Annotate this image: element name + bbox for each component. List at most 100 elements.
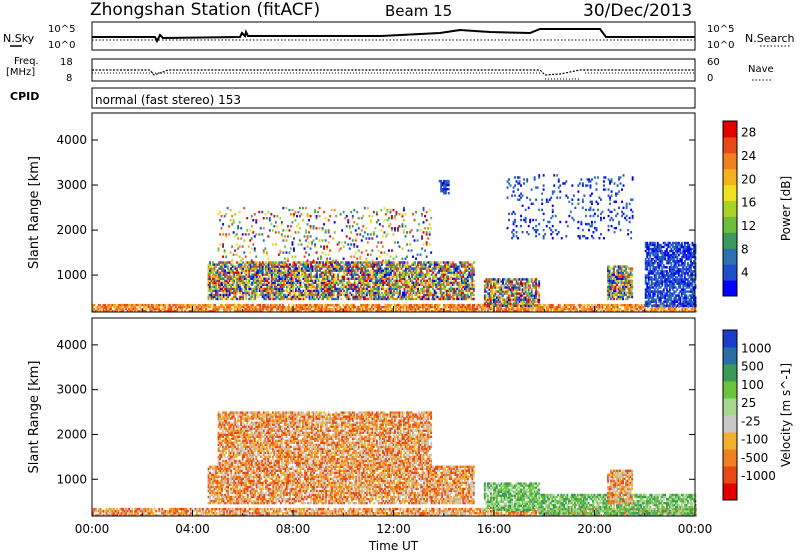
echo-cell xyxy=(176,310,179,313)
echo-cell xyxy=(346,303,349,307)
echo-cell xyxy=(227,297,230,301)
echo-cell xyxy=(416,307,418,311)
echo-cell xyxy=(523,307,525,311)
echo-cell xyxy=(207,271,210,274)
echo-cell xyxy=(266,303,269,307)
echo-cell xyxy=(670,307,673,311)
echo-cell xyxy=(221,279,223,282)
echo-cell xyxy=(203,305,206,309)
echo-cell xyxy=(412,213,414,216)
echo-cell xyxy=(255,291,258,295)
echo-cell xyxy=(403,206,405,210)
echo-cell xyxy=(294,210,297,214)
echo-cell xyxy=(256,307,259,311)
echo-cell xyxy=(222,243,224,246)
echo-cell xyxy=(225,295,228,299)
echo-cell xyxy=(554,307,557,311)
echo-cell xyxy=(530,307,533,311)
echo-cell xyxy=(527,305,530,309)
echo-cell xyxy=(228,275,231,278)
echo-cell xyxy=(228,289,231,293)
echo-cell xyxy=(530,288,533,291)
echo-cell xyxy=(265,253,268,256)
echo-cell xyxy=(375,305,378,309)
echo-cell xyxy=(337,303,340,307)
echo-cell xyxy=(342,245,345,248)
echo-cell xyxy=(595,182,598,185)
echo-cell xyxy=(480,310,483,313)
echo-cell xyxy=(247,233,250,236)
echo-cell xyxy=(428,208,431,212)
echo-cell xyxy=(212,275,214,278)
echo-cell xyxy=(230,303,233,307)
echo-cell xyxy=(550,305,553,309)
echo-cell xyxy=(328,303,331,307)
echo-cell xyxy=(601,307,604,311)
echo-cell xyxy=(508,212,510,216)
echo-cell xyxy=(233,289,236,293)
echo-cell xyxy=(182,303,185,307)
echo-cell xyxy=(375,257,378,260)
echo-cell xyxy=(116,307,118,311)
echo-cell xyxy=(279,291,282,295)
echo-cell xyxy=(329,257,332,260)
echo-cell xyxy=(559,196,562,199)
echo-cell xyxy=(571,303,574,307)
echo-cell xyxy=(245,293,248,297)
echo-cell xyxy=(231,291,234,295)
echo-cell xyxy=(209,287,211,291)
echo-cell xyxy=(548,305,551,309)
echo-cell xyxy=(621,303,623,307)
echo-cell xyxy=(581,305,584,309)
echo-cell xyxy=(225,279,228,282)
echo-cell xyxy=(660,307,663,311)
echo-cell xyxy=(246,271,249,274)
echo-cell xyxy=(282,229,285,232)
echo-cell xyxy=(577,190,580,193)
echo-cell xyxy=(336,305,339,309)
echo-cell xyxy=(351,303,354,307)
echo-cell xyxy=(514,176,516,179)
echo-cell xyxy=(464,310,467,313)
echo-cell xyxy=(581,198,584,201)
echo-cell xyxy=(583,194,586,197)
echo-cell xyxy=(652,310,655,313)
echo-cell xyxy=(603,303,605,307)
echo-cell xyxy=(560,237,563,240)
echo-cell xyxy=(301,303,304,307)
echo-cell xyxy=(218,267,220,270)
echo-cell xyxy=(314,245,316,248)
echo-cell xyxy=(224,310,227,313)
echo-cell xyxy=(226,303,229,307)
echo-cell xyxy=(472,267,475,270)
echo-cell xyxy=(392,310,394,313)
echo-cell xyxy=(234,249,237,252)
echo-cell xyxy=(249,251,252,254)
echo-cell xyxy=(672,307,675,311)
echo-cell xyxy=(410,305,412,309)
echo-cell xyxy=(212,263,214,266)
echo-cell xyxy=(678,310,681,313)
echo-cell xyxy=(276,289,279,293)
echo-cell xyxy=(389,255,392,258)
echo-cell xyxy=(287,297,290,301)
echo-cell xyxy=(583,303,586,307)
echo-cell xyxy=(129,305,132,309)
echo-cell xyxy=(270,269,273,272)
echo-cell xyxy=(159,303,162,307)
echo-cell xyxy=(340,307,343,311)
echo-cell xyxy=(248,293,251,297)
echo-cell xyxy=(278,263,281,266)
echo-cell xyxy=(281,297,284,301)
echo-cell xyxy=(583,305,586,309)
echo-cell xyxy=(255,285,258,289)
echo-cell xyxy=(499,310,501,313)
echo-cell xyxy=(279,295,282,299)
echo-cell xyxy=(432,305,435,309)
echo-cell xyxy=(245,271,248,274)
echo-cell xyxy=(264,297,267,301)
echo-cell xyxy=(233,285,236,289)
echo-cell xyxy=(248,279,251,282)
echo-cell xyxy=(230,279,233,282)
echo-cell xyxy=(230,285,233,289)
